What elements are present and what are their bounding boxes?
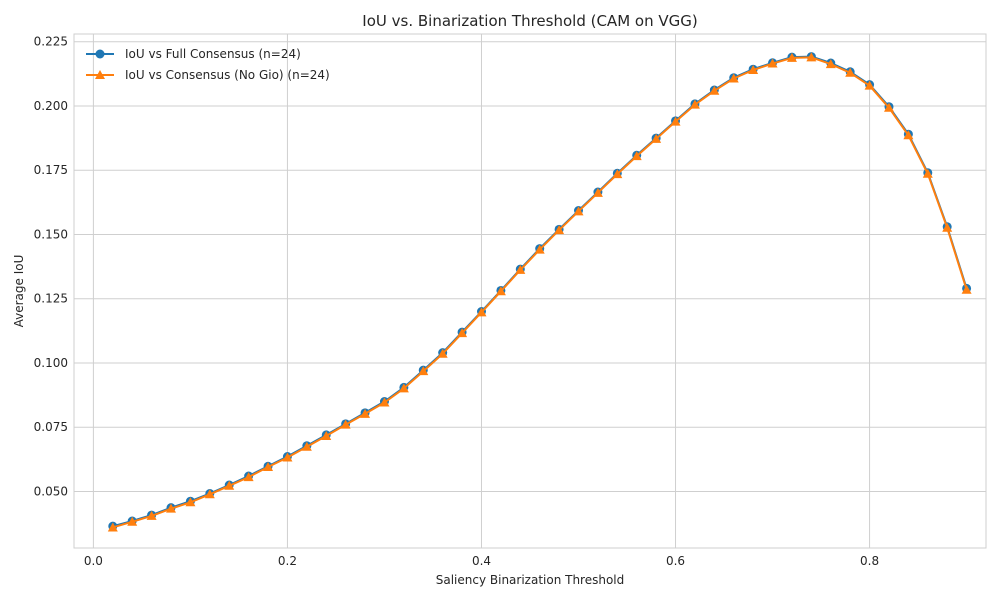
data-point-triangle xyxy=(922,168,933,178)
x-tick-label: 0.0 xyxy=(84,554,103,568)
data-point-triangle xyxy=(786,52,797,62)
y-tick-label: 0.100 xyxy=(34,356,68,370)
data-point-triangle xyxy=(534,244,545,254)
chart-title: IoU vs. Binarization Threshold (CAM on V… xyxy=(362,12,697,30)
grid-lines xyxy=(74,34,986,548)
y-axis-label: Average IoU xyxy=(12,255,26,328)
legend-marker-triangle xyxy=(95,70,105,79)
data-point-triangle xyxy=(379,397,390,407)
data-point-triangle xyxy=(825,59,836,69)
data-point-triangle xyxy=(961,284,972,294)
data-point-triangle xyxy=(166,503,177,513)
data-point-triangle xyxy=(301,441,312,451)
y-tick-label: 0.200 xyxy=(34,99,68,113)
data-point-triangle xyxy=(437,348,448,358)
series-line xyxy=(112,56,968,529)
data-point-triangle xyxy=(515,264,526,274)
data-point-triangle xyxy=(651,133,662,143)
data-point-triangle xyxy=(340,419,351,429)
data-point-triangle xyxy=(146,510,157,520)
legend-label-consensus-no-gio: IoU vs Consensus (No Gio) (n=24) xyxy=(125,68,330,82)
x-axis-label: Saliency Binarization Threshold xyxy=(436,573,625,587)
series-layer xyxy=(107,52,972,532)
data-point-triangle xyxy=(224,480,235,490)
data-point-triangle xyxy=(670,116,681,126)
x-tick-label: 0.2 xyxy=(278,554,297,568)
data-point-triangle xyxy=(903,130,914,140)
data-point-triangle xyxy=(631,151,642,161)
data-point-triangle xyxy=(845,67,856,77)
data-point-triangle xyxy=(709,85,720,95)
data-point-triangle xyxy=(204,489,215,499)
legend-marker-circle xyxy=(95,49,105,59)
data-point-triangle xyxy=(476,307,487,317)
data-point-triangle xyxy=(263,462,274,472)
data-point-triangle xyxy=(360,408,371,418)
data-point-triangle xyxy=(883,102,894,112)
data-point-triangle xyxy=(767,58,778,68)
data-point-triangle xyxy=(612,169,623,179)
legend-label-full-consensus: IoU vs Full Consensus (n=24) xyxy=(125,47,301,61)
y-tick-label: 0.225 xyxy=(34,35,68,49)
y-tick-label: 0.075 xyxy=(34,420,68,434)
data-point-triangle xyxy=(748,64,759,74)
data-point-triangle xyxy=(243,472,254,482)
data-point-triangle xyxy=(864,80,875,90)
x-tick-label: 0.4 xyxy=(472,554,491,568)
series-line xyxy=(112,55,968,528)
legend: IoU vs Full Consensus (n=24) IoU vs Cons… xyxy=(86,47,330,82)
legend-entry-consensus-no-gio: IoU vs Consensus (No Gio) (n=24) xyxy=(86,68,330,82)
x-tick-labels: 0.0 0.2 0.4 0.6 0.8 xyxy=(84,554,879,568)
data-point-triangle xyxy=(321,430,332,440)
data-point-triangle xyxy=(728,73,739,83)
y-tick-label: 0.050 xyxy=(34,484,68,498)
data-point-triangle xyxy=(495,286,506,296)
data-point-triangle xyxy=(592,187,603,197)
data-point-triangle xyxy=(418,366,429,376)
data-point-triangle xyxy=(573,206,584,216)
data-point-triangle xyxy=(107,522,118,532)
y-tick-label: 0.175 xyxy=(34,163,68,177)
data-point-triangle xyxy=(185,497,196,507)
legend-entry-full-consensus: IoU vs Full Consensus (n=24) xyxy=(86,47,301,61)
y-tick-label: 0.150 xyxy=(34,227,68,241)
data-point-triangle xyxy=(127,516,138,526)
plot-area-frame xyxy=(73,33,987,549)
x-tick-label: 0.6 xyxy=(666,554,685,568)
y-tick-label: 0.125 xyxy=(34,292,68,306)
data-point-triangle xyxy=(689,99,700,109)
data-point-triangle xyxy=(398,383,409,393)
data-point-triangle xyxy=(457,328,468,338)
data-point-triangle xyxy=(554,225,565,235)
y-tick-labels: 0.050 0.075 0.100 0.125 0.150 0.175 0.200 0.225 xyxy=(34,35,68,499)
series-consensus-no-gio xyxy=(107,52,972,532)
series-full-consensus xyxy=(108,52,972,531)
data-point-triangle xyxy=(806,52,817,62)
data-point-triangle xyxy=(942,222,953,232)
x-tick-label: 0.8 xyxy=(860,554,879,568)
data-point-triangle xyxy=(282,452,293,462)
